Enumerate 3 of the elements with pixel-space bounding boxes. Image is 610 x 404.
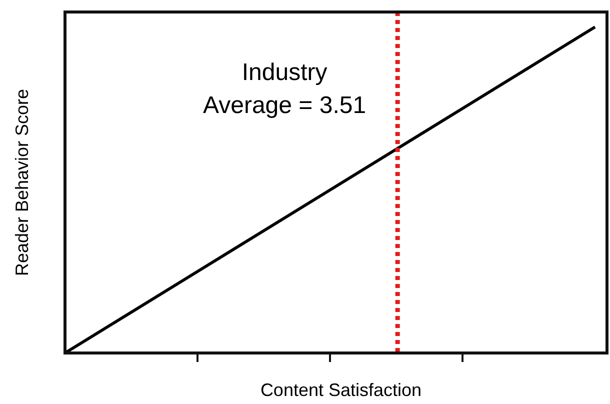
y-axis-title: Reader Behavior Score [12, 88, 32, 276]
x-axis-title: Content Satisfaction [260, 380, 422, 400]
annotation: Industry Average = 3.51 [203, 59, 366, 119]
